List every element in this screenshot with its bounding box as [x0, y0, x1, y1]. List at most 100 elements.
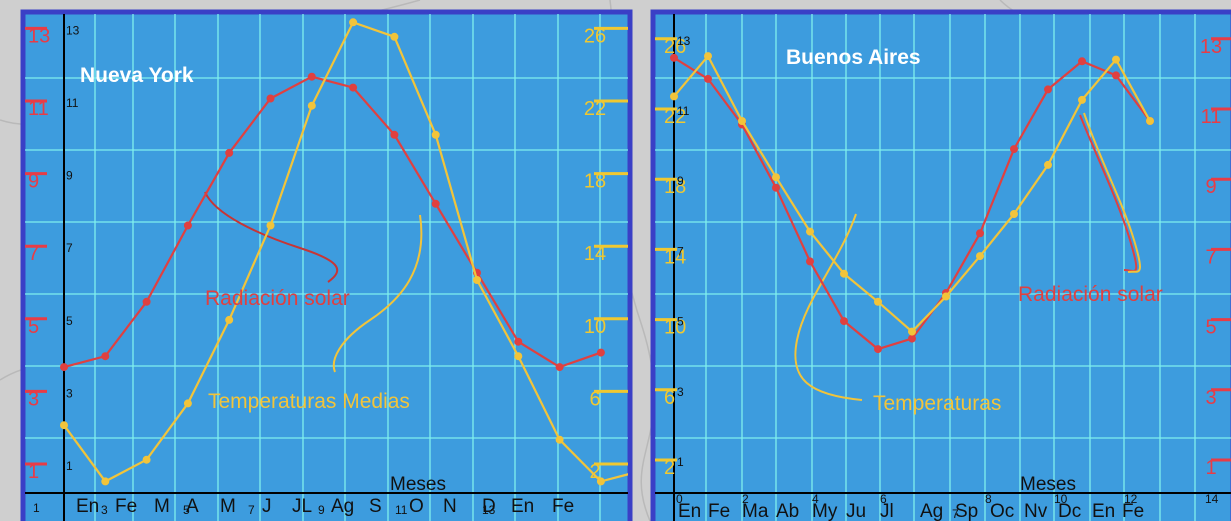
x-index-label: 0	[676, 492, 683, 506]
inner-tick-label: 9	[677, 174, 684, 188]
x-tick-label: Fe	[552, 496, 574, 517]
series-0-point-12	[1078, 57, 1086, 66]
x-tick-label: En	[678, 501, 701, 521]
x-index-label: 7	[952, 507, 959, 521]
series-0-point-9	[431, 199, 440, 208]
left-tick-label: 1	[28, 461, 39, 483]
left-tick-label: 11	[28, 98, 49, 120]
series-0-point-2	[142, 297, 151, 306]
series-1-point-4	[806, 227, 814, 236]
series-0-point-13	[1112, 71, 1120, 80]
x-axis-label: Meses	[390, 474, 446, 495]
left-tick-label: 6	[664, 387, 675, 409]
left-tick-label: 9	[28, 171, 39, 193]
plot-area	[650, 9, 1231, 521]
x-tick-label: A	[186, 496, 199, 517]
x-tick-label: Ju	[846, 501, 866, 521]
x-index-label: 4	[812, 492, 819, 506]
right-tick-label: 7	[1205, 246, 1216, 268]
x-tick-label: D	[482, 496, 496, 517]
series-0-point-5	[840, 317, 848, 326]
x-tick-label: Fe	[708, 501, 730, 521]
series-1-point-0	[670, 92, 678, 101]
series-0-point-4	[806, 257, 814, 266]
series-0-point-9	[976, 229, 984, 238]
annotation-leader-1	[332, 214, 423, 373]
left-tick-label: 18	[664, 176, 686, 198]
series-1-point-7	[349, 18, 358, 27]
left-tick-label: 5	[28, 316, 39, 338]
annotation-leader-0	[204, 191, 339, 283]
x-tick-label: Sp	[955, 501, 978, 521]
x-tick-label: S	[369, 496, 382, 517]
series-0-point-13	[596, 348, 605, 357]
inner-tick-label: 9	[66, 169, 73, 183]
right-tick-label: 6	[589, 388, 600, 410]
x-tick-label: Ma	[742, 501, 769, 521]
left-tick-label: 3	[28, 388, 39, 410]
series-1-point-4	[225, 315, 234, 324]
series-1-point-2	[142, 455, 151, 464]
left-tick-label: 2	[664, 457, 675, 479]
x-tick-label: M	[220, 496, 236, 517]
chart-title: Buenos Aires	[786, 46, 921, 69]
series-1-point-10	[473, 276, 481, 284]
x-tick-label: Fe	[1122, 501, 1144, 521]
series-1-point-12	[1078, 95, 1086, 104]
inner-tick-label: 7	[677, 244, 684, 258]
x-tick-label: My	[812, 501, 838, 521]
series-0-point-0	[670, 53, 678, 62]
left-tick-label: 14	[664, 246, 686, 268]
series-0-point-6	[307, 72, 316, 81]
series-1-point-13	[596, 477, 605, 486]
x-index-label: 6	[880, 492, 887, 506]
inner-tick-label: 11	[677, 104, 690, 118]
x-index-label: 10	[1054, 492, 1068, 506]
inner-tick-label: 5	[677, 315, 684, 329]
x-tick-label: Dc	[1058, 501, 1081, 521]
series-0-point-11	[1044, 85, 1052, 94]
chart-title: Nueva York	[80, 64, 194, 87]
x-axis-label: Meses	[1020, 474, 1076, 495]
right-tick-label: 11	[1201, 106, 1222, 128]
left-tick-label: 7	[28, 243, 39, 265]
x-index-label: 2	[742, 492, 749, 506]
series-1-point-12	[555, 435, 564, 444]
x-tick-label: Ab	[776, 501, 799, 521]
series-1-point-11	[514, 352, 523, 361]
x-index-label: 14	[1205, 492, 1219, 506]
series-0-point-7	[908, 334, 916, 343]
right-tick-label: 1	[1205, 457, 1216, 479]
series-1-point-6	[874, 297, 882, 306]
inner-tick-label: 3	[677, 385, 684, 399]
series-1-point-11	[1044, 160, 1052, 169]
x-tick-label: En	[76, 496, 99, 517]
series-1-point-9	[431, 130, 440, 139]
inner-tick-label: 3	[66, 386, 73, 400]
x-tick-label: En	[1092, 501, 1115, 521]
series-0-point-7	[349, 83, 358, 92]
series-0-point-5	[266, 94, 275, 103]
series-0-point-8	[390, 130, 399, 139]
inner-tick-label: 13	[677, 34, 691, 48]
series-1-point-9	[976, 252, 984, 261]
x-index-label: 5	[183, 503, 190, 517]
series-0-point-1	[101, 352, 110, 361]
x-tick-label: M	[154, 496, 170, 517]
x-tick-label: Oc	[990, 501, 1014, 521]
series-1-point-7	[908, 327, 916, 336]
right-tick-label: 13	[1200, 36, 1222, 58]
x-tick-label: Jl	[880, 501, 894, 521]
x-index-label: 3	[101, 503, 108, 517]
annotation-leader-2	[1083, 112, 1141, 273]
right-tick-label: 9	[1205, 176, 1216, 198]
series-line-0	[63, 75, 602, 369]
series-0-point-3	[183, 221, 192, 230]
x-tick-label: N	[443, 496, 457, 517]
x-tick-label: En	[511, 496, 534, 517]
right-tick-label: 3	[1205, 387, 1216, 409]
right-tick-label: 10	[584, 316, 606, 338]
series-annotation: Radiación solar	[205, 287, 350, 310]
